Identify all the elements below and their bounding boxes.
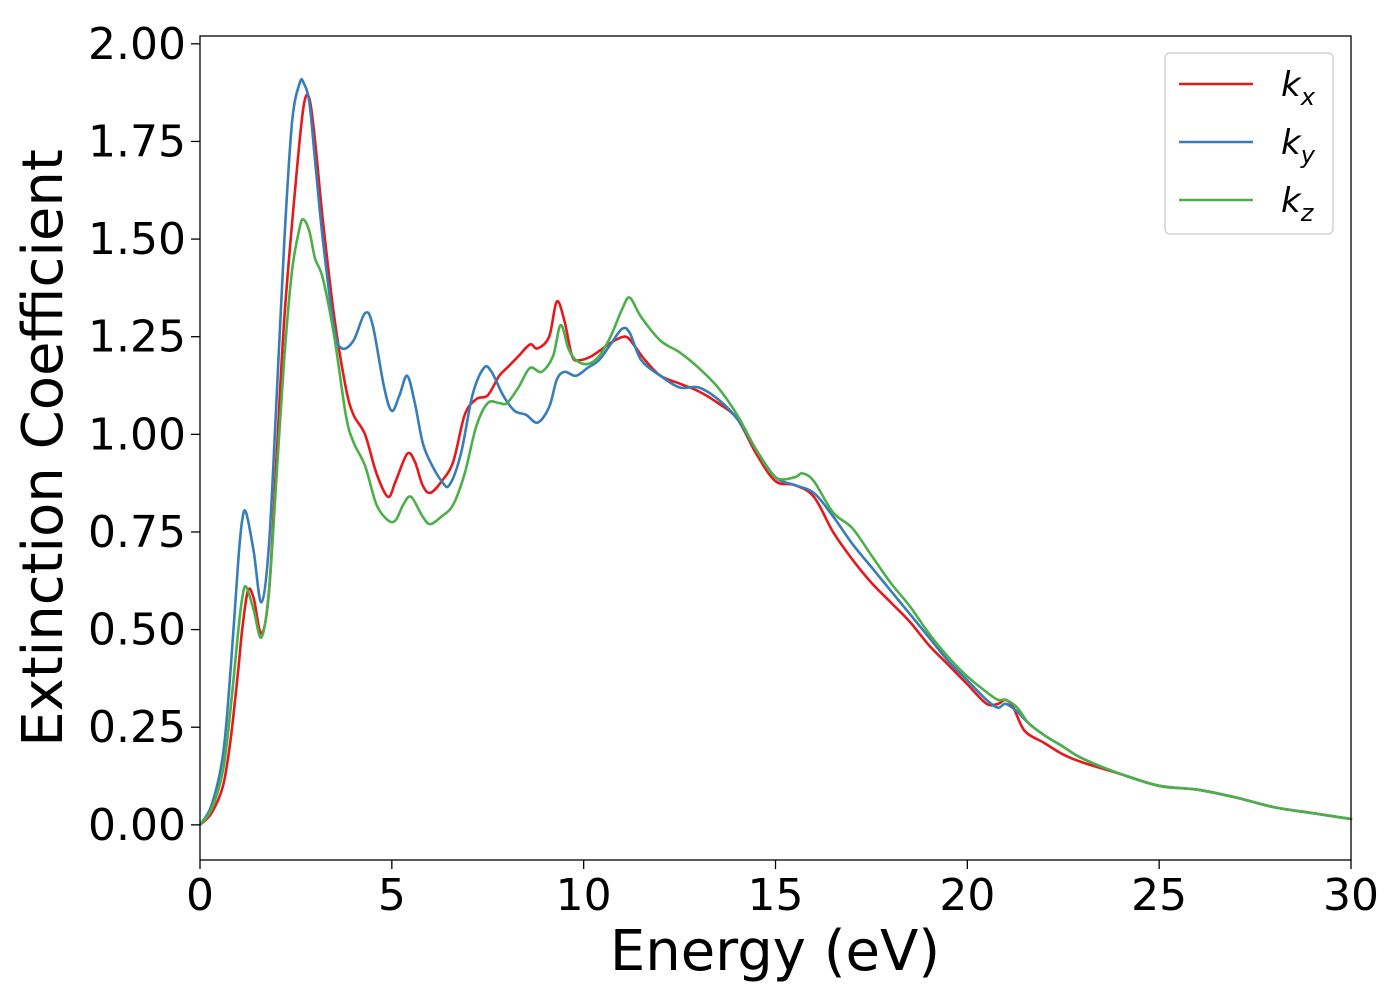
x-tick-label: 10: [556, 870, 612, 921]
legend-label-subscript: z: [1300, 199, 1315, 227]
legend-label: ky: [1281, 123, 1316, 169]
x-tick-label: 15: [748, 870, 804, 921]
x-tick-label: 25: [1131, 870, 1187, 921]
y-tick-label: 0.25: [88, 702, 186, 753]
x-axis-title: Energy (eV): [610, 919, 940, 984]
y-tick-label: 1.25: [88, 312, 186, 363]
legend-label: kx: [1281, 65, 1316, 111]
legend-box: [1164, 52, 1334, 235]
legend-label-base: k: [1281, 65, 1302, 105]
legend-label-base: k: [1281, 123, 1302, 163]
legend-label-subscript: x: [1300, 83, 1316, 111]
x-axis-ticks: 0 5 10 15 20 25 30: [186, 860, 1379, 921]
y-tick-label: 2.00: [88, 19, 186, 70]
y-tick-label: 0.50: [88, 605, 186, 656]
y-axis-ticks: 0.00 0.25 0.50 0.75 1.00 1.25 1.50 1.75 2.00: [88, 19, 200, 851]
series-line-ky: [198, 77, 1353, 827]
legend-label: kz: [1281, 181, 1315, 227]
y-tick-label: 1.00: [88, 409, 186, 460]
x-tick-label: 20: [939, 870, 995, 921]
plot-area: [200, 36, 1351, 860]
series-layer: [198, 77, 1353, 827]
y-axis-title: Extinction Coefficient: [11, 149, 76, 747]
legend-label-subscript: y: [1300, 141, 1316, 169]
y-tick-label: 1.50: [88, 214, 186, 265]
y-tick-label: 1.75: [88, 116, 186, 167]
y-tick-label: 0.00: [88, 800, 186, 851]
series-line-kx: [198, 93, 1353, 827]
legend-label-base: k: [1281, 181, 1302, 221]
x-tick-label: 0: [186, 870, 214, 921]
x-tick-label: 5: [378, 870, 406, 921]
x-tick-label: 30: [1323, 870, 1379, 921]
series-line-kz: [198, 218, 1353, 827]
y-tick-label: 0.75: [88, 507, 186, 558]
